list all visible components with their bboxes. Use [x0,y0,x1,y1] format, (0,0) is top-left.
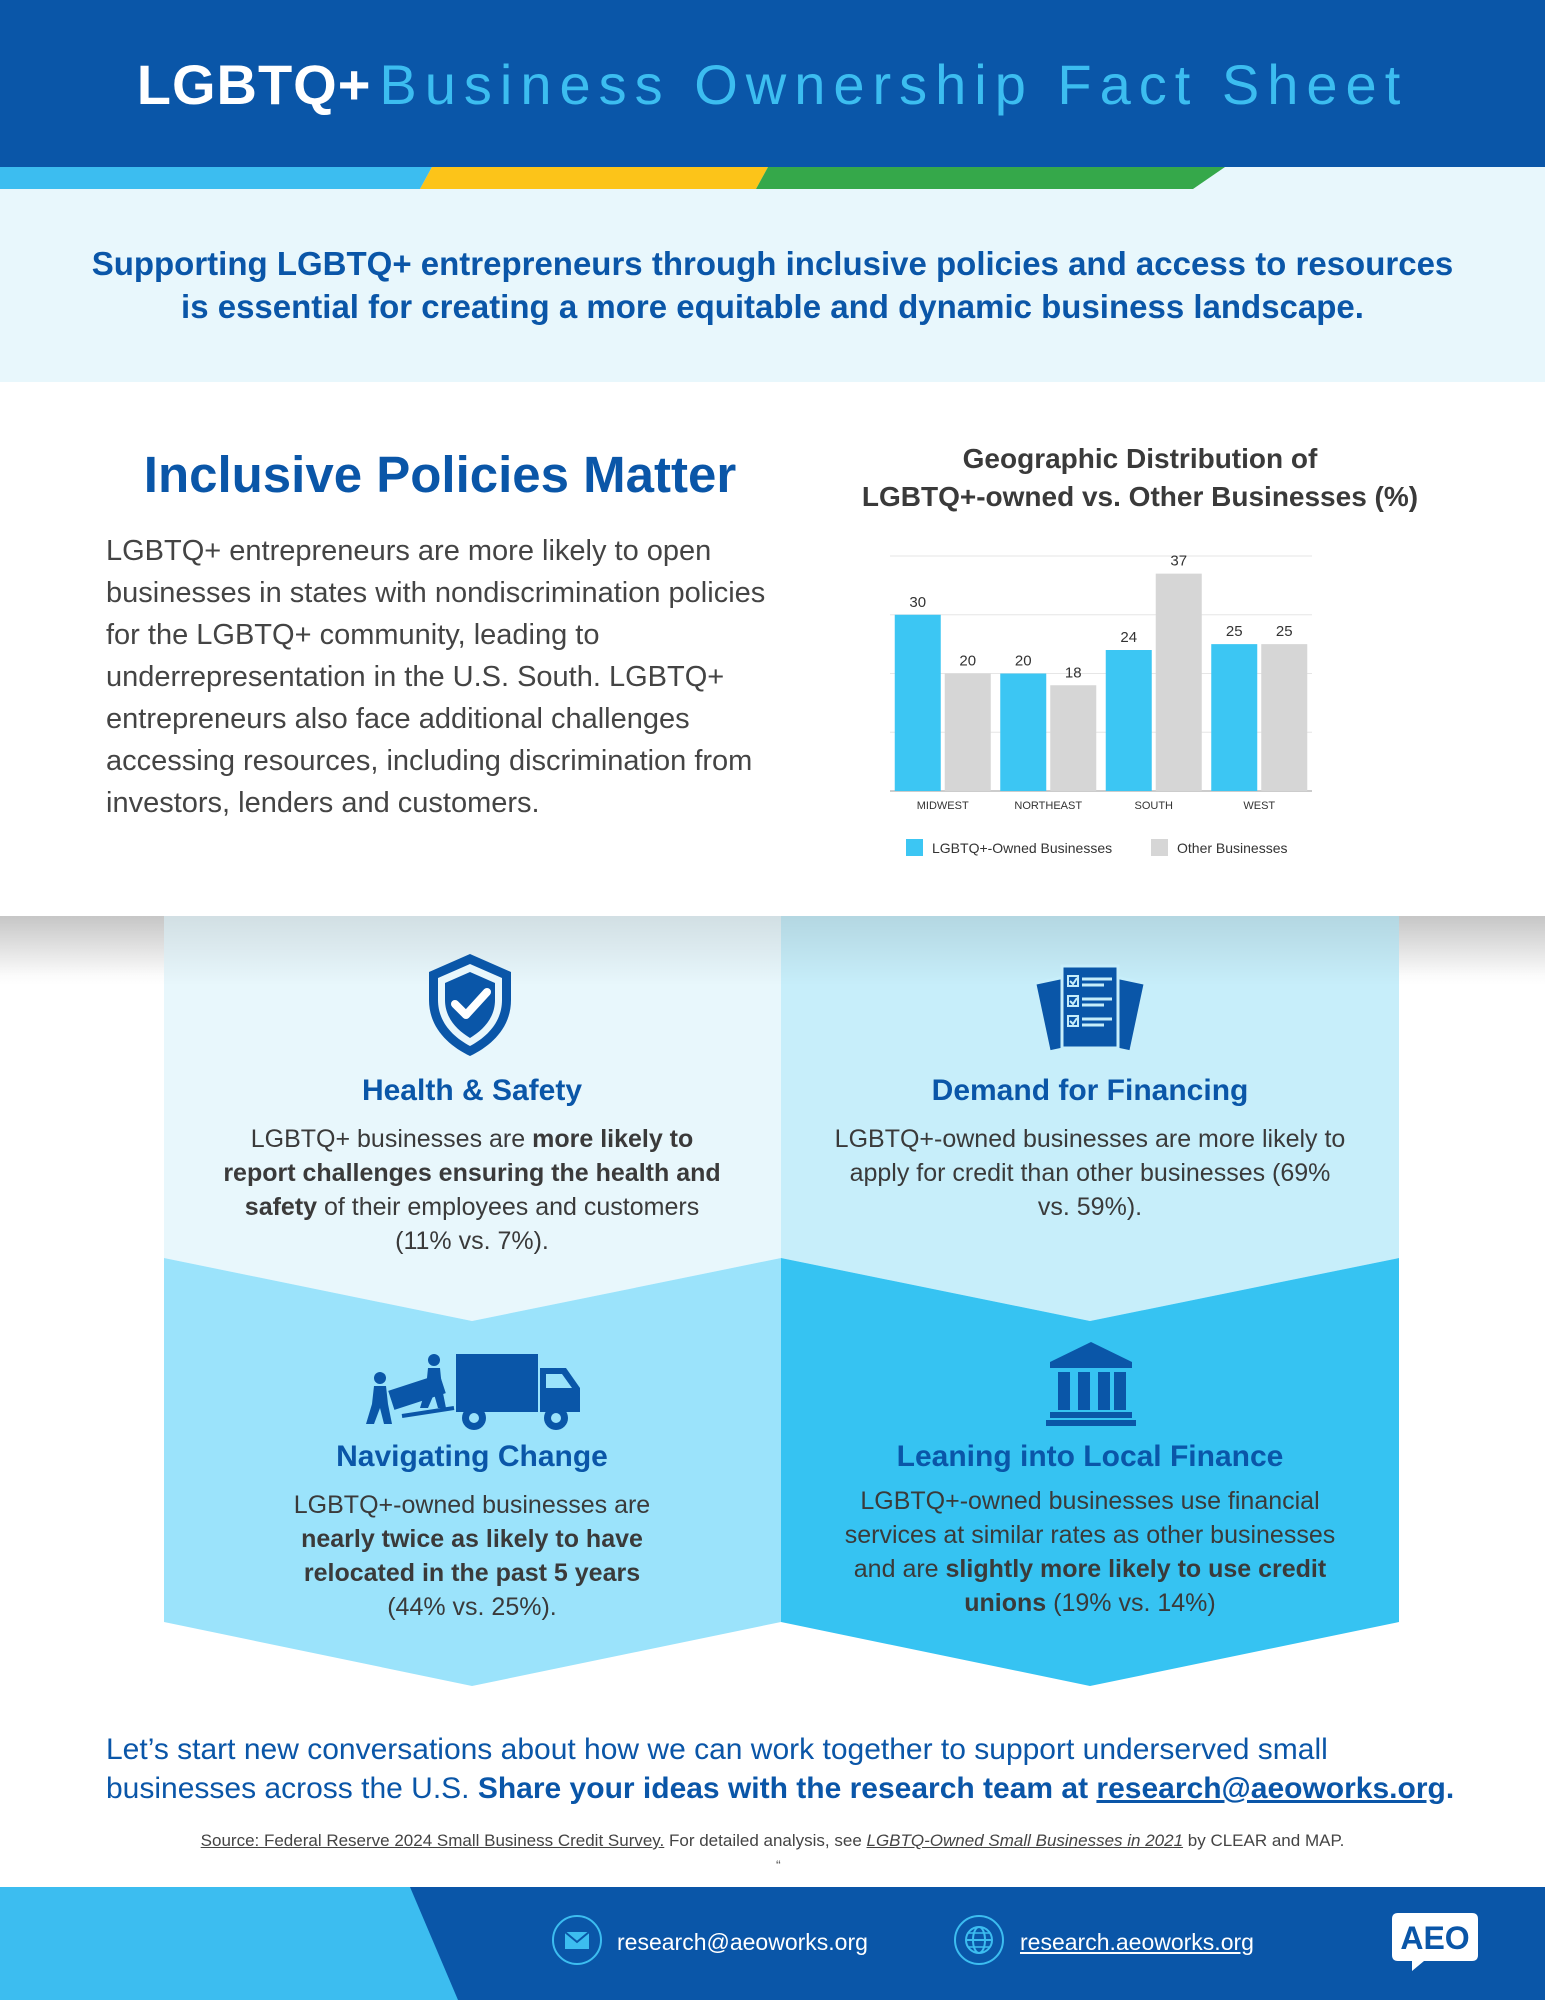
chart-bar [1261,644,1308,791]
chart-data-label: 25 [1226,623,1243,640]
source-link-report[interactable]: LGBTQ-Owned Small Businesses in 2021 [866,1831,1184,1850]
tile-change: Navigating Change LGBTQ+-owned businesse… [214,1438,730,1624]
chart-legend-swatch [906,839,923,856]
cta-bold: Share your ideas with the research team … [477,1772,1097,1805]
chart-data-label: 24 [1120,629,1137,646]
tile-financing-title: Demand for Financing [931,1074,1249,1107]
tile-bg-local [781,1258,1399,1686]
chart-category-label: SOUTH [1135,800,1174,812]
tile-bg-financing [781,916,1399,1321]
tile-health-body: LGBTQ+ businesses are more likely to rep… [214,1122,730,1258]
aeo-logo: AEO [1392,1913,1478,1971]
chart-bar [1105,650,1152,791]
stray-quote-mark: “ [776,1857,781,1873]
tile-local-title: Leaning into Local Finance [896,1440,1284,1473]
tile-local-body-pre: LGBTQ+-owned businesses use financial se… [844,1487,1336,1583]
tile-bg-health [164,916,781,1321]
envelope-icon [552,1915,602,1965]
tile-local-body-bold: slightly more likely to use credit union… [945,1555,1327,1617]
chart-bar [1155,573,1202,791]
chart-title: Geographic Distribution of LGBTQ+-owned … [820,440,1460,516]
call-to-action: Let’s start new conversations about how … [106,1730,1466,1808]
footer-email-link[interactable]: research@aeoworks.org [617,1929,868,1955]
chart-title-line2: LGBTQ+-owned vs. Other Businesses (%) [861,481,1419,512]
chart-category-label: WEST [1243,800,1275,812]
globe-icon [954,1915,1004,1965]
intro-band: Supporting LGBTQ+ entrepreneurs through … [0,189,1545,382]
chart-plot: 30 20 MIDWEST 20 18 NORTHEAST 24 37 SOUTH 25 25 WES… [890,553,1312,856]
tile-change-body: LGBTQ+-owned businesses are nearly twice… [214,1488,730,1624]
tile-change-title: Navigating Change [336,1440,608,1473]
cta-end: . [1445,1772,1455,1805]
chart-data-label: 30 [909,594,926,611]
tile-local: Leaning into Local Finance LGBTQ+-owned … [832,1438,1348,1620]
tile-change-body-bold: nearly twice as likely to have relocated… [301,1525,643,1587]
chart-legend-label: LGBTQ+-Owned Businesses [932,840,1112,856]
chart-data-label: 25 [1276,623,1293,640]
tile-bg-change [164,1258,781,1686]
chart-legend-label: Other Businesses [1177,840,1288,856]
tile-local-body-post: (19% vs. 14%) [1046,1589,1216,1617]
chart-bar [894,614,941,791]
tile-backgrounds [0,916,1545,1686]
source-mid: For detailed analysis, see [664,1831,867,1850]
chart-data-label: 37 [1170,553,1187,570]
tile-health-title: Health & Safety [361,1074,583,1107]
footer-accent [0,1887,458,2000]
chart-data-label: 18 [1065,664,1082,681]
page-title-light: Business Ownership Fact Sheet [379,53,1409,116]
cta-email-link[interactable]: research@aeoworks.org [1096,1772,1446,1805]
tile-health-body-pre: LGBTQ+ businesses are [250,1125,533,1153]
header-banner: LGBTQ+ Business Ownership Fact Sheet [0,0,1545,167]
tile-health: Health & Safety LGBTQ+ businesses are mo… [214,1072,730,1258]
policy-heading: Inclusive Policies Matter [143,446,737,503]
chart-category-label: NORTHEAST [1014,800,1082,812]
fact-tiles: Health & Safety LGBTQ+ businesses are mo… [0,916,1545,1696]
chart-data-label: 20 [1015,653,1032,670]
chart-legend-swatch [1151,839,1168,856]
tile-local-body: LGBTQ+-owned businesses use financial se… [832,1484,1348,1620]
intro-statement: Supporting LGBTQ+ entrepreneurs through … [91,245,1454,325]
chart-title-line1: Geographic Distribution of [962,443,1318,474]
color-stripe [0,167,1545,189]
geographic-bar-chart: Geographic Distribution of LGBTQ+-owned … [820,436,1460,876]
moving-truck-icon [366,1354,580,1430]
footer: research@aeoworks.org research.aeoworks.… [0,1887,1545,2000]
chart-bar [1211,644,1258,791]
source-link-survey[interactable]: Source: Federal Reserve 2024 Small Busin… [200,1831,665,1850]
cta-text: Let’s start new conversations about how … [106,1733,1328,1805]
documents-checklist-icon [1034,964,1146,1054]
page-title-bold: LGBTQ+ [136,53,372,116]
chart-bar [1050,685,1097,791]
chart-category-label: MIDWEST [917,800,969,812]
shield-check-icon [429,954,511,1056]
policy-body: LGBTQ+ entrepreneurs are more likely to … [106,535,766,819]
aeo-logo-text: AEO [1400,1920,1469,1956]
tile-change-body-pre: LGBTQ+-owned businesses are [293,1491,651,1519]
tile-health-body-post: of their employees and customers (11% vs… [317,1193,700,1255]
chart-data-label: 20 [959,653,976,670]
chart-bar [944,673,991,791]
chart-bar [1000,673,1047,791]
bank-building-icon [1046,1342,1136,1426]
source-note: Source: Federal Reserve 2024 Small Busin… [0,1830,1545,1852]
tile-change-body-post: (44% vs. 25%). [387,1593,557,1621]
footer-website-link[interactable]: research.aeoworks.org [1020,1929,1254,1955]
page-title: LGBTQ+ Business Ownership Fact Sheet [0,52,1545,118]
tile-financing-body: LGBTQ+-owned businesses are more likely … [834,1125,1346,1221]
tile-financing: Demand for Financing LGBTQ+-owned busine… [832,1072,1348,1224]
tile-health-body-bold: more likely to report challenges ensurin… [223,1125,721,1221]
source-end: by CLEAR and MAP. [1183,1831,1345,1850]
